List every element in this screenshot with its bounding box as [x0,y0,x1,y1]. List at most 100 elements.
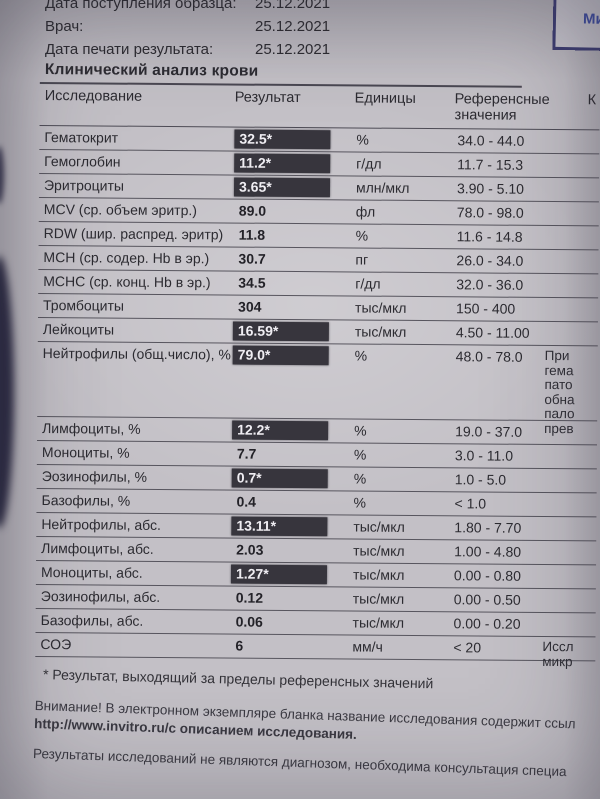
test-units: г/дл [355,275,381,292]
test-result: 89.0 [234,202,354,222]
test-units: % [353,494,367,511]
result-value: 304 [238,298,262,315]
results-table-body: Гематокрит 32.5* % 34.0 - 44.0 Гемоглоби… [35,125,600,669]
test-reference-range: 11.7 - 15.3 [457,156,524,173]
test-result: 304 [233,298,353,318]
result-value: 11.8 [238,226,266,243]
test-units: % [354,347,368,364]
result-value: 13.11* [231,516,328,537]
test-name: RDW (шир. распред. эритр) [43,225,224,243]
result-value: 3.65* [233,177,331,198]
test-name: MCV (ср. объем эритр.) [43,201,198,219]
result-value: 12.2* [232,420,329,441]
left-edge-shadow-small [0,146,4,204]
flag-footnote: * Результат, выходящий за пределы рефере… [42,666,434,692]
test-reference-range: 34.0 - 44.0 [457,132,525,149]
test-name: Нейтрофилы (общ.число), % [42,345,231,363]
result-value: 89.0 [238,202,267,219]
test-reference-range: 78.0 - 98.0 [456,204,524,221]
test-units: тыс/мкл [353,518,405,535]
test-units: тыс/мкл [352,614,405,631]
test-units: г/дл [356,155,382,172]
table-row: Нейтрофилы (общ.число), % 79.0* % 48.0 -… [37,341,598,436]
test-result: 0.12 [231,589,351,609]
result-value: 30.7 [238,250,266,267]
test-units: % [356,131,369,148]
stamp-box: Ми [552,0,600,53]
result-value: 0.4 [236,493,257,510]
test-name: Лейкоциты [42,321,115,338]
column-header-result: Результат [234,89,301,107]
test-units: % [353,470,367,487]
result-value: 0.7* [231,468,328,489]
test-reference-range: 32.0 - 36.0 [456,276,524,293]
test-result: 2.03 [231,541,351,561]
test-name: СОЭ [40,636,72,653]
test-name: Эозинофилы, % [41,468,148,485]
test-units: млн/мкл [355,179,410,196]
test-result: 3.65* [233,177,354,198]
test-result: 0.06 [231,613,351,633]
result-value: 32.5* [234,129,331,150]
report-section: Клинический анализ крови Исследование Ре… [33,61,600,779]
test-name: Базофилы, абс. [40,612,144,629]
test-units: % [355,227,369,244]
meta-row-sample-date: Дата поступления образца: 25.12.2021 [45,0,330,15]
test-result: 0.4 [231,493,351,513]
results-table-header: Исследование Результат Единицы Референсн… [39,83,600,131]
column-header-comment: К [587,92,597,109]
meta-row-doctor: Врач: 25.12.2021 [45,15,330,38]
meta-value: 25.12.2021 [255,0,331,12]
comment-text: При гема пато обна пало прев [544,347,575,436]
test-units: % [353,446,367,463]
test-reference-range: 150 - 400 [456,300,516,317]
test-units: мм/ч [352,638,383,655]
column-header-reference: Референсные значения [454,91,550,124]
result-value: 0.06 [235,613,263,630]
table-row: СОЭ 6 мм/ч < 20 Иссл микр [35,632,596,669]
test-result: 12.2* [232,420,352,441]
test-name: Гемоглобин [44,153,121,170]
test-result: 30.7 [233,250,353,270]
test-units: фл [355,203,376,220]
test-units: % [354,422,367,439]
meta-row-print-date: Дата печати результата: 25.12.2021 [45,38,330,61]
test-result: 13.11* [231,516,351,537]
result-value: 1.27* [230,564,328,585]
result-value: 34.5 [238,274,266,291]
test-name: MCHC (ср. конц. Hb в эр.) [43,273,211,291]
left-edge-shadow [0,256,14,528]
test-units: пг [355,251,369,268]
test-result: 34.5 [233,274,353,294]
test-reference-range: 11.6 - 14.8 [456,228,523,245]
report-meta: Дата поступления образца: 25.12.2021 Вра… [45,0,330,61]
test-units: тыс/мкл [354,323,407,340]
test-reference-range: 3.0 - 11.0 [454,447,514,464]
test-reference-range: 1.0 - 5.0 [454,471,507,488]
test-result: 11.2* [234,153,354,174]
comment-text: Иссл микр [542,638,574,669]
stamp-text: Ми [582,10,600,28]
test-result: 0.7* [231,468,352,489]
test-name: Базофилы, % [41,492,131,509]
test-name: Лимфоциты, % [42,420,141,437]
column-header-units: Единицы [354,90,416,107]
test-name: Нейтрофилы, абс. [41,516,162,533]
test-reference-range: 1.00 - 4.80 [454,543,522,560]
test-units: тыс/мкл [353,542,405,559]
result-value: 7.7 [236,445,257,462]
test-reference-range: < 20 [453,639,482,656]
result-value: 2.03 [236,541,264,558]
test-reference-range: 26.0 - 34.0 [456,252,524,269]
meta-value: 25.12.2021 [255,18,331,35]
section-title: Клинический анализ крови [44,61,259,80]
test-result: 79.0* [232,345,353,366]
test-name: Эозинофилы, абс. [40,588,161,605]
test-result: 32.5* [234,129,354,150]
test-units: тыс/мкл [352,566,405,583]
test-units: тыс/мкл [352,590,405,607]
meta-label: Дата печати результата: [45,41,214,58]
test-name: Эритроциты [43,177,125,194]
result-value: 0.12 [235,589,264,606]
